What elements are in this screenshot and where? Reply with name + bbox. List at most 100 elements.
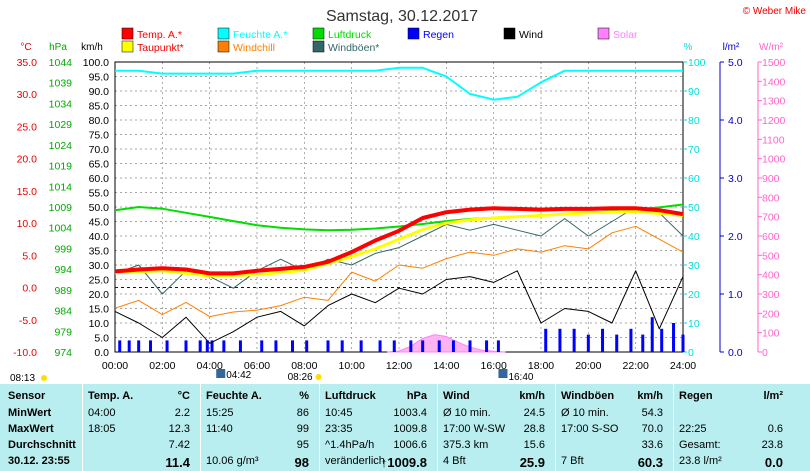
series-regen-bar bbox=[409, 340, 413, 352]
moonrise-label: 08:26 bbox=[288, 372, 313, 383]
table-cell-value: 11.4 bbox=[165, 455, 190, 470]
tick-label-wind: 5.0 bbox=[94, 333, 109, 345]
legend: Temp. A.*Taupunkt* Feuchte A.*Windchill Lu… bbox=[121, 27, 638, 54]
sun-icon bbox=[41, 375, 47, 381]
x-tick-label: 12:00 bbox=[386, 360, 412, 372]
tick-label-wind: 75.0 bbox=[89, 130, 110, 142]
table-cell-value: 70.0 bbox=[641, 423, 663, 435]
legend-swatch bbox=[503, 27, 516, 40]
legend-label: Solar bbox=[613, 29, 638, 41]
tick-label-wind: 10.0 bbox=[89, 318, 110, 330]
legend-swatch bbox=[121, 40, 134, 53]
series-regen-bar bbox=[274, 340, 278, 352]
column-header: Windböen bbox=[561, 390, 615, 402]
tick-label-wind: 100.0 bbox=[83, 57, 109, 69]
series-regen-bar bbox=[437, 340, 441, 352]
table-cell-left: 10:45 bbox=[325, 407, 353, 419]
table-cell-value: 1009.8 bbox=[393, 423, 427, 435]
tick-label-press: 999 bbox=[54, 243, 72, 255]
x-tick-label: 22:00 bbox=[623, 360, 649, 372]
series-regen-bar bbox=[205, 340, 209, 352]
series-regen-bar bbox=[165, 340, 169, 352]
tick-label-press: 1019 bbox=[49, 161, 73, 173]
series-regen-bar bbox=[601, 328, 605, 352]
brand-label: © Weber Mike bbox=[743, 6, 807, 17]
series-regen-bar bbox=[392, 340, 396, 352]
series-regen-bar bbox=[184, 340, 188, 352]
column-unit: % bbox=[299, 390, 309, 402]
row-label: Durchschnitt bbox=[8, 439, 76, 451]
x-tick-label: 24:00 bbox=[670, 360, 696, 372]
row-label: MaxWert bbox=[8, 423, 54, 435]
tick-label-wind: 70.0 bbox=[89, 144, 110, 156]
tick-label-press: 1009 bbox=[49, 202, 73, 214]
axis-unit-labels: °C hPa km/h% l/m² W/m² bbox=[20, 42, 783, 53]
table-column bbox=[555, 384, 674, 471]
table-cell-left: 23.8 l/m² bbox=[679, 455, 722, 467]
series-regen-bar bbox=[496, 340, 500, 352]
legend-label: Regen bbox=[423, 29, 454, 41]
tick-label-hum: 0 bbox=[688, 347, 694, 359]
x-tick-label: 18:00 bbox=[528, 360, 554, 372]
column-unit: hPa bbox=[406, 390, 427, 402]
tick-label-press: 979 bbox=[54, 326, 72, 338]
tick-label-wind: 95.0 bbox=[89, 72, 110, 84]
series-regen-bar bbox=[118, 340, 122, 352]
series-regen-bar bbox=[305, 340, 309, 352]
weather-chart: Samstag, 30.12.2017 © Weber Mike Temp. A… bbox=[10, 6, 807, 384]
series-regen-bar bbox=[544, 328, 548, 352]
series-regen-bar bbox=[378, 340, 382, 352]
tick-label-wind: 20.0 bbox=[89, 289, 110, 301]
tick-label-temp: 25.0 bbox=[17, 121, 38, 133]
tick-label-press: 1024 bbox=[49, 140, 73, 152]
tick-label-rain: 2.0 bbox=[728, 231, 743, 243]
tick-label-wind: 0.0 bbox=[94, 347, 109, 359]
series-regen-bar bbox=[650, 317, 654, 352]
tick-label-solar: 1300 bbox=[762, 96, 786, 108]
tick-label-hum: 10 bbox=[688, 318, 700, 330]
column-header: Luftdruck bbox=[325, 390, 376, 402]
series-regen-bar bbox=[340, 340, 344, 352]
tick-label-press: 989 bbox=[54, 285, 72, 297]
column-unit: °C bbox=[177, 390, 190, 402]
tick-label-temp: 10.0 bbox=[17, 218, 38, 230]
table-cell-value: 25.9 bbox=[519, 455, 545, 470]
table-cell-value: 12.3 bbox=[168, 423, 190, 435]
legend-swatch bbox=[312, 40, 325, 53]
tick-label-solar: 600 bbox=[762, 231, 780, 243]
tick-label-solar: 100 bbox=[762, 328, 780, 340]
series-regen-bar bbox=[260, 340, 264, 352]
tick-label-wind: 65.0 bbox=[89, 159, 110, 171]
table-cell-value: 86 bbox=[296, 407, 309, 419]
tick-label-press: 1044 bbox=[49, 57, 73, 69]
series-regen-bar bbox=[641, 334, 645, 352]
tick-label-temp: 30.0 bbox=[17, 89, 38, 101]
series-regen-bar bbox=[468, 340, 472, 352]
moon-icon bbox=[498, 369, 508, 378]
tick-label-wind: 80.0 bbox=[89, 115, 110, 127]
tick-label-rain: 1.0 bbox=[728, 289, 743, 301]
moonrise-icon bbox=[315, 374, 322, 380]
tick-label-solar: 800 bbox=[762, 192, 780, 204]
table-cell-value: 15.6 bbox=[523, 439, 545, 451]
column-header: Temp. A. bbox=[88, 390, 134, 402]
row-label: 30.12. 23:55 bbox=[8, 455, 70, 467]
x-tick-label: 08:00 bbox=[291, 360, 317, 372]
column-unit: km/h bbox=[519, 390, 545, 402]
tick-label-solar: 1100 bbox=[762, 134, 785, 146]
table-cell-left: veränderlich bbox=[325, 455, 385, 467]
table-cell-left: 04:00 bbox=[88, 407, 116, 419]
tick-label-solar: 1500 bbox=[762, 57, 786, 69]
tick-label-wind: 60.0 bbox=[89, 173, 110, 185]
table-column bbox=[319, 384, 438, 471]
tick-label-press: 984 bbox=[54, 306, 72, 318]
table-column bbox=[82, 384, 201, 471]
legend-label: Taupunkt* bbox=[137, 42, 184, 54]
table-cell-left: 17:00 W-SW bbox=[443, 423, 506, 435]
row-label: Sensor bbox=[8, 390, 46, 402]
column-unit: l/m² bbox=[763, 390, 783, 402]
series-regen-bar bbox=[485, 340, 489, 352]
tick-label-press: 974 bbox=[54, 347, 72, 359]
tick-label-hum: 30 bbox=[688, 260, 700, 272]
legend-label: Wind bbox=[519, 29, 543, 41]
